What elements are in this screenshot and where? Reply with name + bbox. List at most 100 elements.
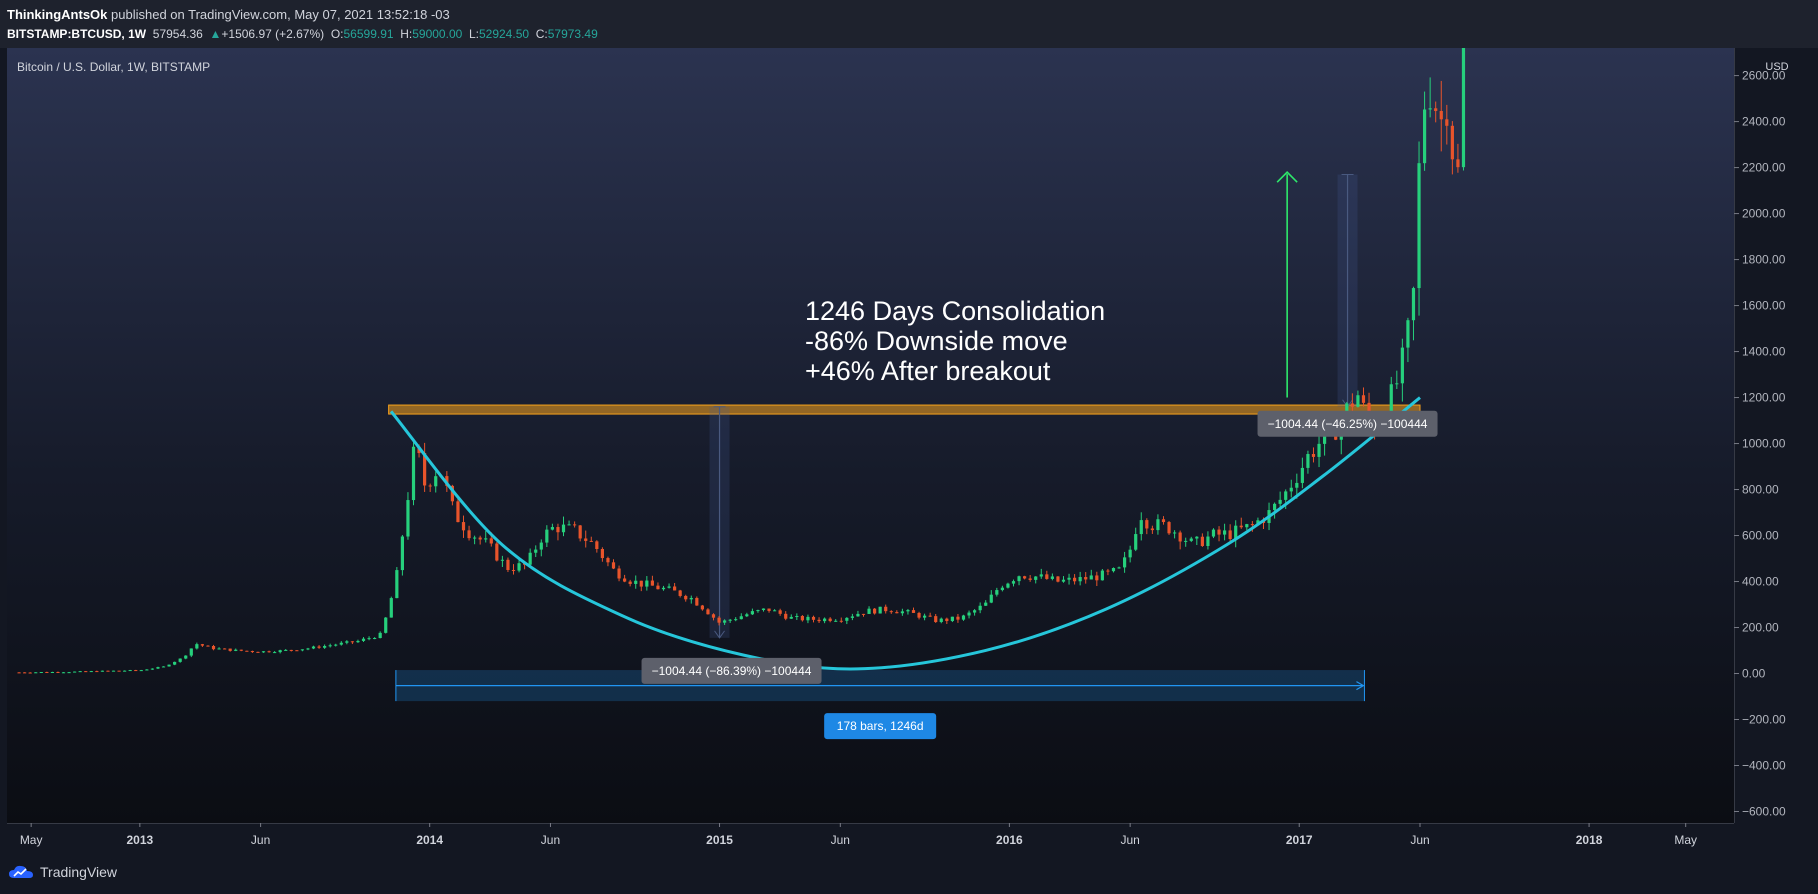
publisher-name[interactable]: ThinkingAntsOk xyxy=(7,7,108,22)
candle-body xyxy=(750,611,754,615)
candle-body xyxy=(800,615,804,621)
candle xyxy=(217,647,221,650)
candle-body xyxy=(345,641,349,643)
candle-body xyxy=(428,485,432,487)
candle xyxy=(128,669,132,672)
chart-area[interactable]: −1004.44 (−86.39%) −100444 −1004.44 (−46.… xyxy=(7,3,1813,855)
candle xyxy=(695,596,699,606)
candle xyxy=(989,590,993,604)
candle-body xyxy=(1089,575,1093,580)
rounding-bottom-curve[interactable] xyxy=(389,396,1421,671)
candle-body xyxy=(261,651,266,653)
candle-body xyxy=(1422,109,1427,164)
candle-body xyxy=(106,670,110,672)
candle xyxy=(184,655,188,660)
candle-body xyxy=(23,672,27,674)
candle-body xyxy=(550,527,554,530)
candle xyxy=(1200,533,1204,547)
candle xyxy=(311,645,316,650)
candle-body xyxy=(178,658,182,662)
candle-body xyxy=(361,638,366,641)
candle-body xyxy=(850,616,854,618)
price-tick-label: 1200.00 xyxy=(1742,391,1786,405)
candle-body xyxy=(1300,467,1304,483)
candle-body xyxy=(234,649,238,651)
range-label-box xyxy=(824,713,937,740)
candle xyxy=(811,615,816,623)
candle-body xyxy=(28,672,32,674)
candle-body xyxy=(656,585,660,590)
candle xyxy=(1400,338,1404,402)
candle-body xyxy=(1461,39,1466,168)
candle-body xyxy=(150,668,155,670)
candle-body xyxy=(128,670,132,672)
time-axis-background xyxy=(7,823,1734,855)
candle-body xyxy=(1356,395,1360,407)
candle-body xyxy=(473,537,477,539)
candle-body xyxy=(1456,159,1460,168)
candle xyxy=(234,648,238,652)
candle xyxy=(1461,3,1466,171)
candle-body xyxy=(573,524,577,526)
publisher-line: ThinkingAntsOk published on TradingView.… xyxy=(7,7,450,22)
candle xyxy=(1406,317,1410,363)
tradingview-logo[interactable]: TradingView xyxy=(8,864,117,880)
candle xyxy=(84,671,88,673)
candle xyxy=(1439,80,1443,152)
candle xyxy=(284,649,288,651)
candle-body xyxy=(95,671,99,673)
candle xyxy=(1206,531,1210,550)
chart-svg[interactable]: −1004.44 (−86.39%) −100444 −1004.44 (−46.… xyxy=(7,3,1813,855)
candle-body xyxy=(700,605,704,610)
candle-body xyxy=(445,476,449,486)
resistance-zone[interactable] xyxy=(388,404,1421,415)
candle xyxy=(1445,104,1449,145)
candle-body xyxy=(123,670,127,672)
candle xyxy=(350,641,354,645)
candle-body xyxy=(328,645,332,647)
candle-body xyxy=(1306,454,1310,468)
published-text: published on TradingView.com, May 07, 20… xyxy=(111,7,450,22)
candle xyxy=(1017,575,1021,586)
candle-body xyxy=(1272,503,1277,511)
candle xyxy=(95,670,99,673)
candle xyxy=(73,671,77,673)
candle-body xyxy=(595,541,599,549)
candle xyxy=(389,596,393,618)
candle-body xyxy=(195,644,199,649)
candle xyxy=(750,608,754,616)
candle-body xyxy=(317,646,321,648)
candle xyxy=(823,617,827,624)
candle-body xyxy=(350,641,354,643)
candle xyxy=(1156,514,1160,535)
price-tick-label: −200.00 xyxy=(1742,713,1786,727)
measure-up-label: −1004.44 (−46.25%) −100444 xyxy=(1268,417,1428,431)
candle xyxy=(1311,447,1316,463)
candle xyxy=(595,540,599,553)
candle xyxy=(834,619,838,622)
candle xyxy=(539,539,543,557)
candle-body xyxy=(817,619,821,622)
candle xyxy=(100,670,105,672)
candle-body xyxy=(250,651,255,653)
candle-body xyxy=(856,613,860,617)
candle-body xyxy=(228,648,232,651)
candle-body xyxy=(1256,520,1260,525)
candle-body xyxy=(306,648,310,650)
annotation-line-1: 1246 Days Consolidation xyxy=(805,296,1105,326)
candle-body xyxy=(1100,570,1104,581)
candle xyxy=(345,640,349,645)
candle xyxy=(1195,536,1199,546)
measure-down-label: −1004.44 (−86.39%) −100444 xyxy=(652,664,812,678)
candle-body xyxy=(645,580,649,587)
candle xyxy=(623,574,627,583)
candle-body xyxy=(134,670,138,672)
candle-body xyxy=(1439,110,1443,120)
candle-body xyxy=(1078,577,1082,582)
candle-body xyxy=(1017,576,1021,582)
candle xyxy=(973,609,977,616)
candle xyxy=(700,604,704,611)
candle xyxy=(1089,569,1093,580)
candle xyxy=(61,672,66,674)
time-tick-label: 2017 xyxy=(1286,833,1313,847)
